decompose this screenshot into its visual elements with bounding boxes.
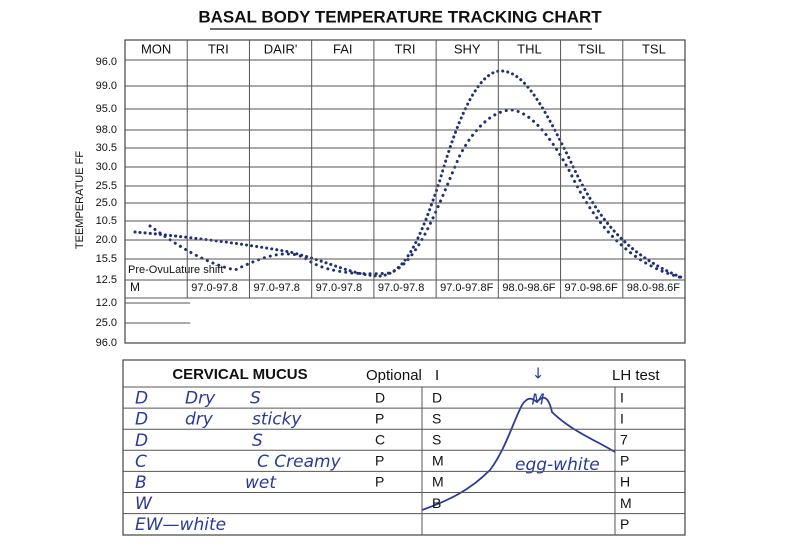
temperature-curve-upper xyxy=(133,69,685,280)
y-label: 95.0 xyxy=(96,103,117,115)
optional-header: Optional xyxy=(366,367,422,384)
peak-label: M xyxy=(532,391,545,409)
day-label: THL xyxy=(517,41,542,56)
mucus-lh: P xyxy=(620,516,629,532)
y-label: 25.0 xyxy=(96,197,117,209)
mucus-mid: S xyxy=(432,431,441,447)
mucus-optional: D xyxy=(375,389,385,405)
day-label: TSL xyxy=(642,41,666,56)
mucus-code: D xyxy=(135,389,148,409)
mucus-lh: 7 xyxy=(620,431,628,447)
mucus-look: S xyxy=(250,389,261,409)
mid-header: I xyxy=(435,367,439,384)
mucus-lh: I xyxy=(620,410,624,426)
day-label: TRI xyxy=(395,41,416,56)
y-label: 30.5 xyxy=(96,142,117,154)
y-label: 96.0 xyxy=(96,337,117,349)
range-label: 98.0-98.6F xyxy=(502,282,555,294)
first-row-label: M xyxy=(130,280,140,294)
y-label: 25.5 xyxy=(96,180,117,192)
annotation: Pre-OvuLature shift xyxy=(128,264,223,276)
y-label: 20.0 xyxy=(96,234,117,246)
y-label: 30.0 xyxy=(96,161,117,173)
y-label: 12.5 xyxy=(96,274,117,286)
range-label: 97.0-97.8 xyxy=(253,282,299,294)
y-label: 25.0 xyxy=(96,317,117,329)
mucus-code: W xyxy=(135,494,153,514)
lh-header: LH test xyxy=(612,367,660,384)
range-label: 97.0-97.8F xyxy=(440,282,493,294)
egg-white-label: egg-white xyxy=(515,455,600,475)
range-label: 97.0-98.6F xyxy=(565,282,618,294)
mucus-code: B xyxy=(135,473,147,493)
y-label: 10.5 xyxy=(96,215,117,227)
day-label: SHY xyxy=(454,41,481,56)
mucus-mid: B xyxy=(432,495,441,511)
mucus-optional: P xyxy=(375,453,384,469)
y-axis-title: TEEMPERATUE FF xyxy=(74,151,86,249)
mucus-feel: dry xyxy=(185,410,214,430)
mucus-code: D xyxy=(135,431,148,451)
y-label: 12.0 xyxy=(96,297,117,309)
range-label: 98.0-98.6F xyxy=(627,282,680,294)
mucus-mid: D xyxy=(432,389,442,405)
mucus-mid: M xyxy=(432,453,444,469)
mucus-optional: P xyxy=(375,410,384,426)
mucus-optional: P xyxy=(375,474,384,490)
y-label: 99.0 xyxy=(96,80,117,92)
mucus-look: C Creamy xyxy=(257,452,342,472)
day-label: DAIR' xyxy=(264,41,298,56)
mucus-code: D xyxy=(135,410,148,430)
mucus-box xyxy=(122,359,686,536)
mucus-title: CERVICAL MUCUS xyxy=(172,366,307,383)
mucus-code: C xyxy=(135,452,147,472)
mucus-feel: Dry xyxy=(185,389,216,409)
mucus-look: sticky xyxy=(252,410,302,430)
mucus-mid: S xyxy=(432,410,441,426)
mucus-lh: M xyxy=(620,495,632,511)
day-label: TRI xyxy=(208,41,229,56)
mucus-lh: I xyxy=(620,389,624,405)
mucus-look: S xyxy=(252,431,263,451)
day-label: FAI xyxy=(333,41,353,56)
y-label: 98.0 xyxy=(96,124,117,136)
mucus-mid: M xyxy=(432,474,444,490)
title: BASAL BODY TEMPERATURE TRACKING CHART xyxy=(198,7,602,26)
range-label: 97.0-97.8 xyxy=(316,282,362,294)
arrow: ↓ xyxy=(532,365,545,383)
range-label: 97.0-97.8 xyxy=(191,282,237,294)
range-label: 97.0-97.8 xyxy=(378,282,424,294)
chart-frame xyxy=(124,39,686,344)
mucus-code: EW—white xyxy=(135,515,226,535)
mucus-feel: wet xyxy=(245,473,277,493)
mucus-optional: C xyxy=(375,431,385,447)
mucus-lh: P xyxy=(620,453,629,469)
lh-curve xyxy=(421,396,616,511)
y-label: 15.5 xyxy=(96,253,117,265)
day-label: TSIL xyxy=(578,41,605,56)
mucus-lh: H xyxy=(620,474,630,490)
day-label: MON xyxy=(141,41,171,56)
y-label: 96.0 xyxy=(96,56,117,68)
